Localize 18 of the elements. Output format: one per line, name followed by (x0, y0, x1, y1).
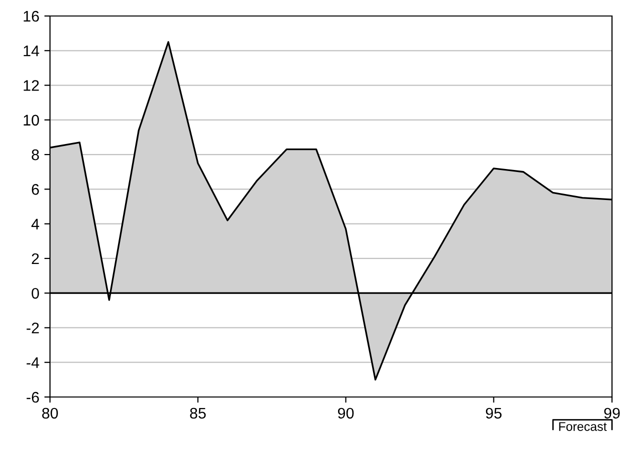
y-tick-label: -6 (26, 392, 39, 403)
text: Forecast (559, 422, 607, 431)
y-tick-label: 12 (24, 80, 39, 91)
y-tick-label: 4 (31, 218, 40, 230)
y-tick-label: 6 (32, 184, 39, 195)
x-tick-label: 95 (486, 408, 502, 419)
y-tick-label: -4 (26, 357, 40, 368)
x-tick-label: 80 (42, 408, 58, 419)
y-tick-label: 8 (32, 149, 39, 160)
y-tick-label: -2 (26, 322, 39, 334)
y-tick-label: 10 (24, 114, 39, 126)
x-tick-label: 90 (338, 408, 354, 419)
y-tick-label: 14 (24, 46, 40, 56)
y-tick-label: 2 (32, 253, 39, 264)
y-tick-label: 0 (32, 288, 39, 299)
y-tick-label: 16 (24, 10, 39, 22)
x-tick-label: 85 (190, 408, 206, 419)
x-tick-label: 99 (604, 408, 620, 419)
